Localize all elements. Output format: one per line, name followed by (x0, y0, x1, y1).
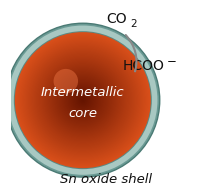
Circle shape (22, 39, 144, 161)
Circle shape (54, 72, 111, 129)
Circle shape (51, 68, 115, 132)
Circle shape (73, 90, 93, 110)
Circle shape (31, 48, 135, 152)
Circle shape (54, 69, 78, 93)
Circle shape (32, 49, 134, 151)
Circle shape (26, 43, 139, 157)
Circle shape (28, 46, 137, 155)
Circle shape (35, 53, 130, 148)
Circle shape (58, 75, 108, 125)
Circle shape (44, 62, 121, 139)
Circle shape (8, 26, 157, 175)
Circle shape (20, 38, 145, 163)
Circle shape (74, 91, 92, 109)
Circle shape (41, 58, 125, 142)
Circle shape (56, 73, 110, 127)
Circle shape (38, 55, 128, 146)
Circle shape (62, 80, 103, 121)
Circle shape (69, 87, 96, 114)
Circle shape (39, 56, 127, 144)
Circle shape (57, 74, 109, 126)
Circle shape (19, 37, 146, 164)
Circle shape (68, 85, 97, 115)
Circle shape (45, 63, 120, 138)
Text: Intermetallic: Intermetallic (41, 86, 125, 99)
Circle shape (30, 47, 136, 153)
Circle shape (49, 66, 117, 134)
Circle shape (42, 59, 124, 141)
Circle shape (72, 89, 94, 112)
Circle shape (61, 79, 104, 122)
Circle shape (24, 41, 142, 159)
Circle shape (52, 70, 114, 131)
Circle shape (48, 65, 118, 135)
Circle shape (81, 98, 85, 102)
Circle shape (75, 92, 91, 108)
Circle shape (66, 83, 100, 117)
Circle shape (77, 94, 88, 106)
Circle shape (60, 77, 106, 123)
Circle shape (76, 93, 90, 107)
Circle shape (50, 67, 116, 133)
Circle shape (53, 71, 112, 130)
FancyArrowPatch shape (126, 35, 137, 71)
Circle shape (36, 54, 129, 147)
Circle shape (16, 33, 150, 167)
Circle shape (34, 51, 132, 149)
Text: Sn oxide shell: Sn oxide shell (60, 173, 151, 186)
Circle shape (17, 34, 149, 166)
Circle shape (78, 96, 87, 105)
Text: core: core (68, 107, 97, 120)
Text: −: − (167, 55, 177, 68)
Circle shape (79, 97, 86, 104)
Circle shape (40, 57, 126, 143)
Circle shape (59, 76, 107, 124)
Circle shape (70, 88, 95, 113)
Circle shape (6, 23, 160, 177)
Text: 2: 2 (130, 19, 137, 29)
Circle shape (65, 82, 101, 118)
Circle shape (14, 31, 152, 169)
Text: CO: CO (107, 12, 127, 26)
Circle shape (23, 40, 143, 160)
Circle shape (15, 32, 151, 168)
Circle shape (82, 99, 84, 101)
Circle shape (25, 42, 141, 158)
Circle shape (64, 81, 102, 119)
Circle shape (47, 64, 119, 136)
Circle shape (33, 50, 133, 150)
Circle shape (43, 60, 123, 140)
Text: HCOO: HCOO (122, 59, 164, 73)
Circle shape (67, 84, 99, 116)
Circle shape (27, 45, 138, 156)
Circle shape (18, 36, 147, 165)
